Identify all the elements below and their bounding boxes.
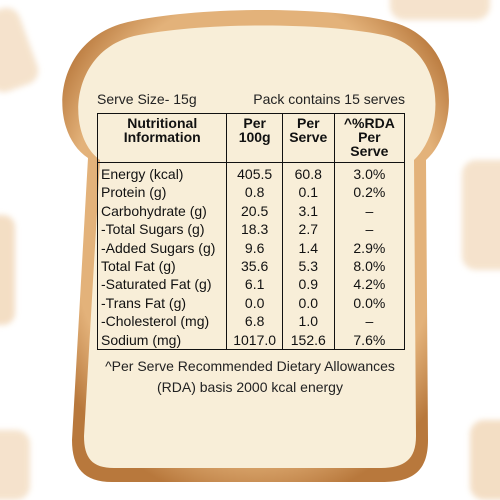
nutrient-value: 152.6 [281,330,335,351]
nutrient-value: 0.0 [281,293,335,313]
nutrient-name: -Trans Fat (g) [96,293,228,313]
header-line: Serve [289,129,328,145]
nutrient-value: 0.2% [333,183,406,202]
header-line: ^%RDA [343,115,395,131]
footnote-line: ^Per Serve Recommended Dietary Allowance… [105,358,395,374]
nutrient-value: – [333,201,406,221]
header-cell: Nutritional Information [96,113,228,163]
nutrition-table: Nutritional Information Per 100g Per Serve ^%R… [96,113,406,351]
header-line: Per [243,115,266,131]
header-cell: ^%RDA Per Serve [333,113,406,163]
table-row: -Trans Fat (g) 0.0 0.0 0.0% [96,293,406,313]
nutrient-value: 0.1 [281,183,335,202]
header-cell: Per Serve [281,113,335,163]
nutrient-value: 1.0 [281,312,335,331]
nutrient-value: 5.3 [281,257,335,276]
nutrient-value: 6.8 [226,312,283,331]
nutrient-value: 4.2% [333,275,406,294]
nutrient-name: Total Fat (g) [96,257,228,276]
header-line: Per [296,115,320,131]
nutrient-value: 7.6% [333,330,406,351]
table-row: -Added Sugars (g) 9.6 1.4 2.9% [96,238,406,258]
nutrient-value: 0.0% [333,293,406,313]
nutrient-name: -Added Sugars (g) [96,238,228,258]
nutrient-name: Sodium (mg) [96,330,228,351]
nutrient-value: 3.1 [281,201,335,221]
nutrient-name: Carbohydrate (g) [96,201,228,221]
header-line: Per Serve [350,129,389,159]
nutrient-value: 18.3 [226,220,283,239]
nutrient-value: 0.9 [281,275,335,294]
table-row: Sodium (mg) 1017.0 152.6 7.6% [96,330,406,351]
nutrient-name: -Cholesterol (mg) [96,312,228,331]
nutrient-value: 1017.0 [226,330,283,351]
header-cell: Per 100g [226,113,283,163]
nutrient-name: -Saturated Fat (g) [96,275,228,294]
nutrient-value: 0.0 [226,293,283,313]
header-line: Information [123,129,201,145]
nutrient-name: Energy (kcal) [96,162,228,184]
nutrient-value: 6.1 [226,275,283,294]
table-row: -Saturated Fat (g) 6.1 0.9 4.2% [96,275,406,294]
pack-contains: Pack contains 15 serves [253,91,405,107]
nutrient-value: 2.7 [281,220,335,239]
nutrient-value: 60.8 [281,162,335,184]
nutrient-value: – [333,312,406,331]
nutrient-name: Protein (g) [96,183,228,202]
table-row: Carbohydrate (g) 20.5 3.1– [96,201,406,221]
table-row: Energy (kcal) 405.5 60.8 3.0% [96,162,406,184]
header-line: Nutritional [127,115,198,131]
footnote-line: (RDA) basis 2000 kcal energy [157,379,343,395]
table-row: Protein (g) 0.8 0.1 0.2% [96,183,406,202]
nutrient-value: 2.9% [333,238,406,258]
nutrient-value: 405.5 [226,162,283,184]
table-row: Total Fat (g) 35.6 5.3 8.0% [96,257,406,276]
header-row: Nutritional Information Per 100g Per Serve ^%R… [96,113,406,163]
nutrient-name: -Total Sugars (g) [96,220,228,239]
nutrient-value: 0.8 [226,183,283,202]
table-row: -Cholesterol (mg) 6.8 1.0– [96,312,406,331]
serve-size: Serve Size- 15g [97,91,197,107]
nutrient-value: 3.0% [333,162,406,184]
nutrient-value: – [333,220,406,239]
table-row: -Total Sugars (g) 18.3 2.7– [96,220,406,239]
nutrient-value: 35.6 [226,257,283,276]
header-line: 100g [238,129,271,145]
nutrient-value: 1.4 [281,238,335,258]
nutrient-value: 8.0% [333,257,406,276]
nutrient-value: 9.6 [226,238,283,258]
nutrient-value: 20.5 [226,201,283,221]
